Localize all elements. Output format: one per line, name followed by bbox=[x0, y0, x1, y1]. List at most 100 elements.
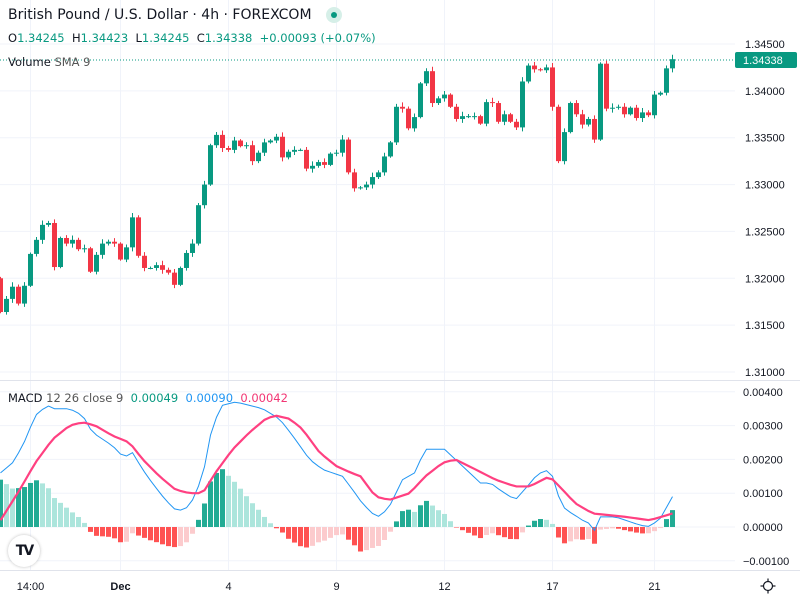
candle-body bbox=[268, 140, 273, 143]
macd-signal-value: 0.00042 bbox=[240, 391, 288, 405]
macd-histogram-bar bbox=[550, 523, 555, 527]
price-tick-label: 1.32500 bbox=[745, 226, 785, 238]
candle-body bbox=[622, 106, 627, 115]
candle-body bbox=[94, 254, 99, 272]
macd-histogram-bar bbox=[130, 527, 135, 534]
candle-body bbox=[478, 116, 483, 124]
macd-histogram-bar bbox=[136, 527, 141, 536]
macd-histogram-bar bbox=[106, 527, 111, 537]
macd-histogram-bar bbox=[334, 527, 339, 536]
macd-histogram-bar bbox=[172, 527, 177, 548]
candle-body bbox=[106, 241, 111, 244]
macd-histogram-bar bbox=[598, 527, 603, 530]
candle-body bbox=[214, 134, 219, 146]
macd-histogram-bar bbox=[442, 513, 447, 527]
candle-body bbox=[400, 106, 405, 109]
macd-histogram-bar bbox=[388, 527, 393, 532]
macd-histogram-bar bbox=[400, 511, 405, 527]
macd-histogram-bar bbox=[28, 482, 33, 527]
candle-body bbox=[604, 63, 609, 109]
candle-body bbox=[430, 71, 435, 104]
candle-body bbox=[112, 241, 117, 244]
candle-body bbox=[142, 255, 147, 268]
macd-histogram-bar bbox=[448, 521, 453, 527]
candle-body bbox=[52, 222, 57, 268]
time-tick-label: 17 bbox=[546, 581, 558, 593]
macd-histogram-bar bbox=[376, 527, 381, 546]
candle-body bbox=[232, 140, 237, 150]
price-tick-label: 1.32000 bbox=[745, 273, 785, 285]
candle-body bbox=[136, 217, 141, 256]
candle-body bbox=[334, 152, 339, 154]
candle-body bbox=[448, 94, 453, 107]
candle-body bbox=[652, 94, 657, 116]
low-label: L bbox=[135, 31, 142, 45]
time-axis[interactable]: 14:00 Dec 4 9 12 17 21 bbox=[17, 581, 661, 593]
time-tick-label: 9 bbox=[333, 581, 339, 593]
candle-body bbox=[4, 298, 9, 313]
macd-histogram-bar bbox=[16, 488, 21, 527]
candle-body bbox=[100, 243, 105, 255]
candle-body bbox=[562, 132, 567, 162]
candle-body bbox=[544, 67, 549, 71]
candle-body bbox=[670, 59, 675, 69]
time-tick-label: Dec bbox=[110, 581, 130, 593]
candle-body bbox=[250, 145, 255, 162]
macd-tick-label: −0.00100 bbox=[743, 556, 789, 568]
candle-body bbox=[124, 247, 129, 260]
macd-histogram-bar bbox=[304, 527, 309, 548]
macd-histogram-bar bbox=[556, 527, 561, 538]
candle-body bbox=[28, 253, 33, 286]
candle-body bbox=[616, 106, 621, 108]
macd-histogram-bar bbox=[646, 527, 651, 534]
candle-body bbox=[34, 239, 39, 254]
settings-gear-icon[interactable] bbox=[760, 578, 776, 594]
macd-axis[interactable]: 0.00400 0.00300 0.00200 0.00100 0.00000 −0.00… bbox=[743, 387, 789, 568]
market-open-status-icon[interactable] bbox=[325, 7, 342, 23]
macd-histogram-bar bbox=[370, 527, 375, 548]
symbol-legend[interactable]: British Pound / U.S. Dollar · 4h · FOREX… bbox=[8, 7, 342, 23]
candle-body bbox=[190, 243, 195, 253]
macd-histogram-bar bbox=[88, 527, 93, 532]
macd-histogram-bar bbox=[208, 481, 213, 527]
candle-body bbox=[550, 67, 555, 107]
candle-body bbox=[454, 106, 459, 119]
candle-body bbox=[592, 118, 597, 140]
candle-body bbox=[226, 148, 231, 150]
macd-histogram-bar bbox=[520, 527, 525, 533]
candle-body bbox=[166, 269, 171, 273]
macd-histogram-bar bbox=[142, 527, 147, 538]
macd-histogram-bar bbox=[238, 488, 243, 527]
candle-body bbox=[76, 239, 81, 250]
tradingview-logo[interactable]: TV bbox=[8, 535, 40, 567]
macd-histogram-bar bbox=[658, 527, 663, 529]
macd-histogram-bar bbox=[628, 527, 633, 532]
candle-body bbox=[394, 106, 399, 143]
candle-body bbox=[340, 139, 345, 153]
candle-body bbox=[328, 153, 333, 165]
signal-line bbox=[0, 414, 673, 522]
candle-body bbox=[658, 92, 663, 95]
candle-body bbox=[238, 140, 243, 147]
macd-histogram-value: 0.00049 bbox=[130, 391, 179, 405]
candle-body bbox=[256, 152, 261, 162]
macd-histogram-bar bbox=[226, 475, 231, 527]
candle-body bbox=[154, 265, 159, 268]
candle-body bbox=[490, 102, 495, 104]
macd-histogram-bar bbox=[328, 527, 333, 538]
macd-histogram-bar bbox=[286, 527, 291, 539]
macd-histogram-bar bbox=[10, 488, 15, 527]
macd-tick-label: 0.00400 bbox=[743, 387, 783, 399]
macd-histogram-bar bbox=[118, 527, 123, 543]
current-price-value: 1.34338 bbox=[743, 55, 783, 67]
macd-legend[interactable]: MACD 12 26 close 9 0.00049 0.00090 0.000… bbox=[8, 391, 288, 405]
macd-tick-label: 0.00300 bbox=[743, 421, 783, 433]
macd-histogram-bar bbox=[280, 527, 285, 533]
price-axis[interactable]: 1.34500 1.34000 1.33500 1.33000 1.32500 1.320… bbox=[745, 39, 785, 379]
macd-histogram-bar bbox=[214, 472, 219, 527]
candle-body bbox=[244, 145, 249, 147]
time-tick-label: 12 bbox=[438, 581, 450, 593]
candle-body bbox=[412, 117, 417, 129]
volume-legend[interactable]: Volume SMA 9 bbox=[8, 55, 91, 69]
